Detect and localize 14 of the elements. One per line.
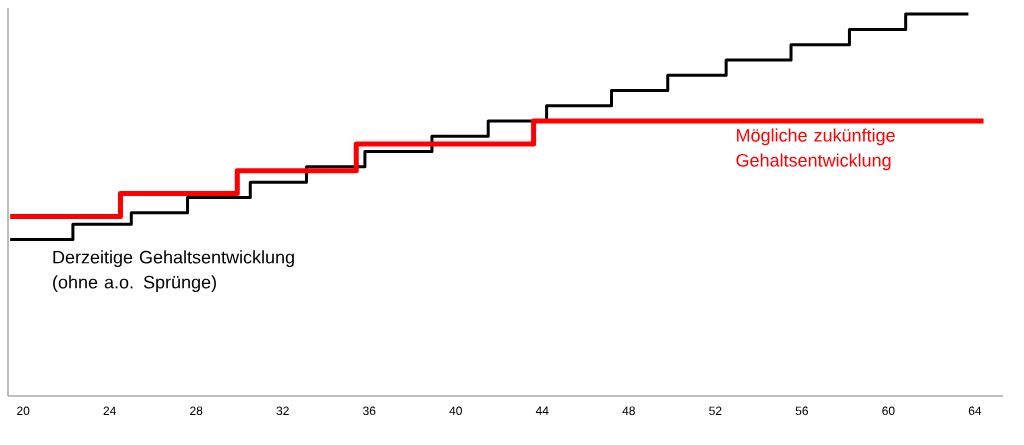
x-tick-label: 52 (709, 406, 722, 416)
x-tick-label: 60 (882, 406, 895, 416)
x-tick-label: 48 (622, 406, 635, 416)
x-tick-label: 20 (17, 406, 30, 416)
x-tick-label: 28 (190, 406, 203, 416)
series-label: Derzeitige Gehaltsentwicklung (ohne a.o. Sprünge) (53, 250, 294, 293)
x-tick-label: 56 (795, 406, 808, 416)
x-tick-label: 24 (103, 406, 116, 415)
series-label: Mögliche zukünftige Gehaltsentwicklung (736, 128, 895, 171)
x-tick-label: 36 (363, 406, 376, 416)
x-tick-label: 32 (276, 406, 289, 416)
x-tick-label: 64 (968, 406, 982, 416)
x-tick-label: 44 (535, 406, 549, 415)
x-tick-label: 40 (449, 406, 462, 416)
